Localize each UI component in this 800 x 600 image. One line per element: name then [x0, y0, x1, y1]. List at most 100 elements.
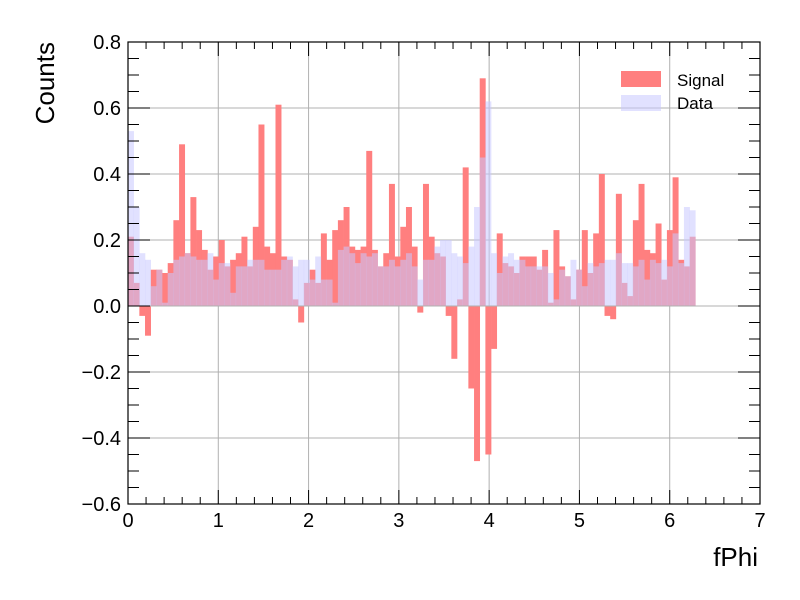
histogram-bar-data	[184, 253, 191, 306]
histogram-bar-data	[213, 279, 220, 306]
x-tick-label: 4	[484, 510, 495, 532]
histogram-bar-data	[649, 259, 656, 306]
histogram-bar-signal	[388, 183, 395, 306]
histogram-bar-signal	[462, 167, 469, 306]
histogram-bar-data	[485, 101, 492, 307]
histogram-bar-signal	[474, 306, 481, 462]
histogram-bar-signal	[581, 230, 588, 306]
histogram-bar-data	[428, 259, 435, 306]
y-tick-label: 0.0	[93, 296, 121, 318]
histogram-bar-signal	[230, 259, 237, 306]
legend-label-signal: Signal	[677, 71, 724, 90]
x-tick-labels: 0 1 2 3 4 5 6 7	[122, 510, 765, 532]
x-tick-label: 0	[122, 510, 133, 532]
histogram-bar-data	[139, 253, 146, 306]
histogram-bar-data	[315, 256, 322, 306]
histogram-bar-data	[281, 259, 288, 306]
histogram-bar-data	[479, 157, 486, 306]
histogram-bar-data	[508, 253, 515, 306]
histogram-bar-data	[167, 273, 174, 306]
histogram-bar-data	[309, 279, 316, 306]
histogram-bar-data	[553, 299, 560, 306]
y-tick-label: 0.4	[93, 164, 121, 186]
histogram-bar-data	[162, 302, 169, 306]
histogram-bar-data	[661, 259, 668, 306]
histogram-bar-data	[405, 253, 412, 306]
x-tick-label: 5	[574, 510, 585, 532]
histogram-bar-data	[683, 207, 690, 306]
histogram-bar-data	[621, 263, 628, 306]
histogram-bar-data	[627, 263, 634, 306]
histogram-bar-data	[672, 233, 679, 306]
y-tick-label: −0.6	[82, 494, 121, 516]
histogram-bar-signal	[179, 144, 186, 306]
histogram-bar-data	[150, 286, 157, 306]
histogram-bar-data	[417, 279, 424, 306]
legend-swatch-signal	[621, 71, 661, 87]
y-tick-label: −0.4	[82, 428, 121, 450]
histogram-bar-data	[666, 266, 673, 306]
histogram-bar-data	[604, 259, 611, 306]
histogram-bars	[128, 78, 696, 462]
histogram-bar-data	[581, 286, 588, 306]
histogram-bar-data	[587, 263, 594, 306]
histogram-bar-data	[451, 253, 458, 306]
histogram-bar-signal	[638, 183, 645, 306]
histogram-bar-signal	[496, 233, 503, 306]
histogram-bar-data	[298, 259, 305, 306]
histogram-bar-data	[689, 210, 696, 306]
histogram-bar-signal	[366, 150, 373, 306]
legend: Signal Data	[621, 71, 724, 113]
histogram-bar-data	[462, 263, 469, 306]
histogram-bar-data	[638, 259, 645, 306]
histogram-bar-data	[496, 273, 503, 306]
histogram-bar-data	[598, 263, 605, 306]
histogram-bar-data	[303, 259, 310, 306]
x-tick-label: 3	[393, 510, 404, 532]
x-tick-label: 2	[303, 510, 314, 532]
histogram-bar-data	[286, 256, 293, 306]
histogram-bar-signal	[258, 124, 265, 306]
x-axis-title: fPhi	[713, 542, 758, 572]
histogram-bar-signal	[468, 306, 475, 389]
histogram-bar-data	[196, 259, 203, 306]
histogram-bar-data	[258, 259, 265, 306]
histogram-bar-data	[440, 240, 446, 306]
histogram-bar-signal	[422, 183, 429, 306]
histogram-bar-signal	[553, 230, 560, 306]
histogram-bar-data	[241, 266, 248, 306]
histogram-bar-data	[644, 279, 651, 306]
histogram-bar-data	[576, 269, 583, 306]
histogram-bar-data	[422, 259, 429, 306]
histogram-bar-data	[173, 259, 180, 306]
histogram-bar-signal	[162, 273, 169, 306]
histogram-bar-data	[457, 256, 463, 306]
histogram-bar-data	[275, 269, 282, 306]
legend-label-data: Data	[677, 94, 713, 113]
histogram-bar-data	[530, 266, 537, 306]
x-tick-label: 7	[754, 510, 765, 532]
histogram-bar-data	[547, 273, 554, 306]
y-tick-label: 0.2	[93, 230, 121, 252]
histogram-bar-signal	[275, 104, 282, 306]
histogram-bar-signal	[598, 174, 605, 306]
x-tick-label: 1	[213, 510, 224, 532]
histogram-bar-data	[156, 269, 163, 306]
histogram-bar-data	[411, 266, 418, 306]
histogram-bar-data	[366, 256, 373, 306]
histogram-bar-data	[536, 266, 543, 306]
histogram-bar-data	[400, 259, 407, 306]
histogram-bar-data	[320, 279, 327, 306]
histogram-bar-data	[128, 131, 134, 306]
axis-ticks	[127, 41, 761, 505]
histogram-bar-data	[247, 259, 254, 306]
histogram-bar-data	[349, 253, 356, 306]
histogram-bar-signal	[145, 306, 151, 336]
histogram-bar-data	[615, 253, 622, 306]
histogram-bar-data	[190, 256, 197, 306]
histogram-bar-signal	[320, 233, 327, 306]
histogram-bar-signal	[451, 306, 458, 359]
histogram-bar-data	[632, 266, 639, 306]
y-tick-label: 0.8	[93, 32, 121, 54]
